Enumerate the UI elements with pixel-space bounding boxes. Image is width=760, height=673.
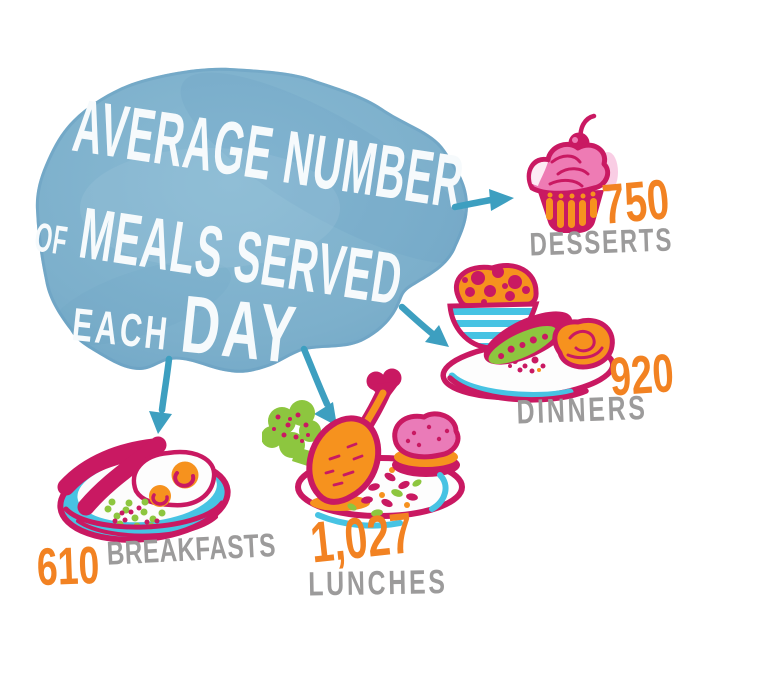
- arrow-to-lunches: [300, 345, 337, 426]
- cupcake-icon: [526, 113, 618, 233]
- dinner-plate-icon: [440, 263, 616, 403]
- lunch-plate-icon: [262, 368, 465, 529]
- drumstick: [306, 368, 402, 505]
- bubble-watercolor-texture: [35, 67, 468, 373]
- title-bubble: [35, 67, 468, 373]
- lunches-label: LUNCHES: [307, 563, 448, 603]
- bubble-shape: [35, 67, 468, 373]
- arrow-to-dinners: [398, 303, 449, 347]
- arrow-to-breakfasts: [149, 355, 173, 434]
- breakfast-plate-icon: [57, 436, 231, 543]
- dinners-label: DINNERS: [515, 388, 649, 431]
- patty: [392, 411, 461, 477]
- arrow-to-desserts: [451, 189, 514, 211]
- breakfasts-value: 610: [35, 536, 101, 598]
- pea-pod: [483, 311, 573, 365]
- desserts-label: DESSERTS: [528, 220, 674, 263]
